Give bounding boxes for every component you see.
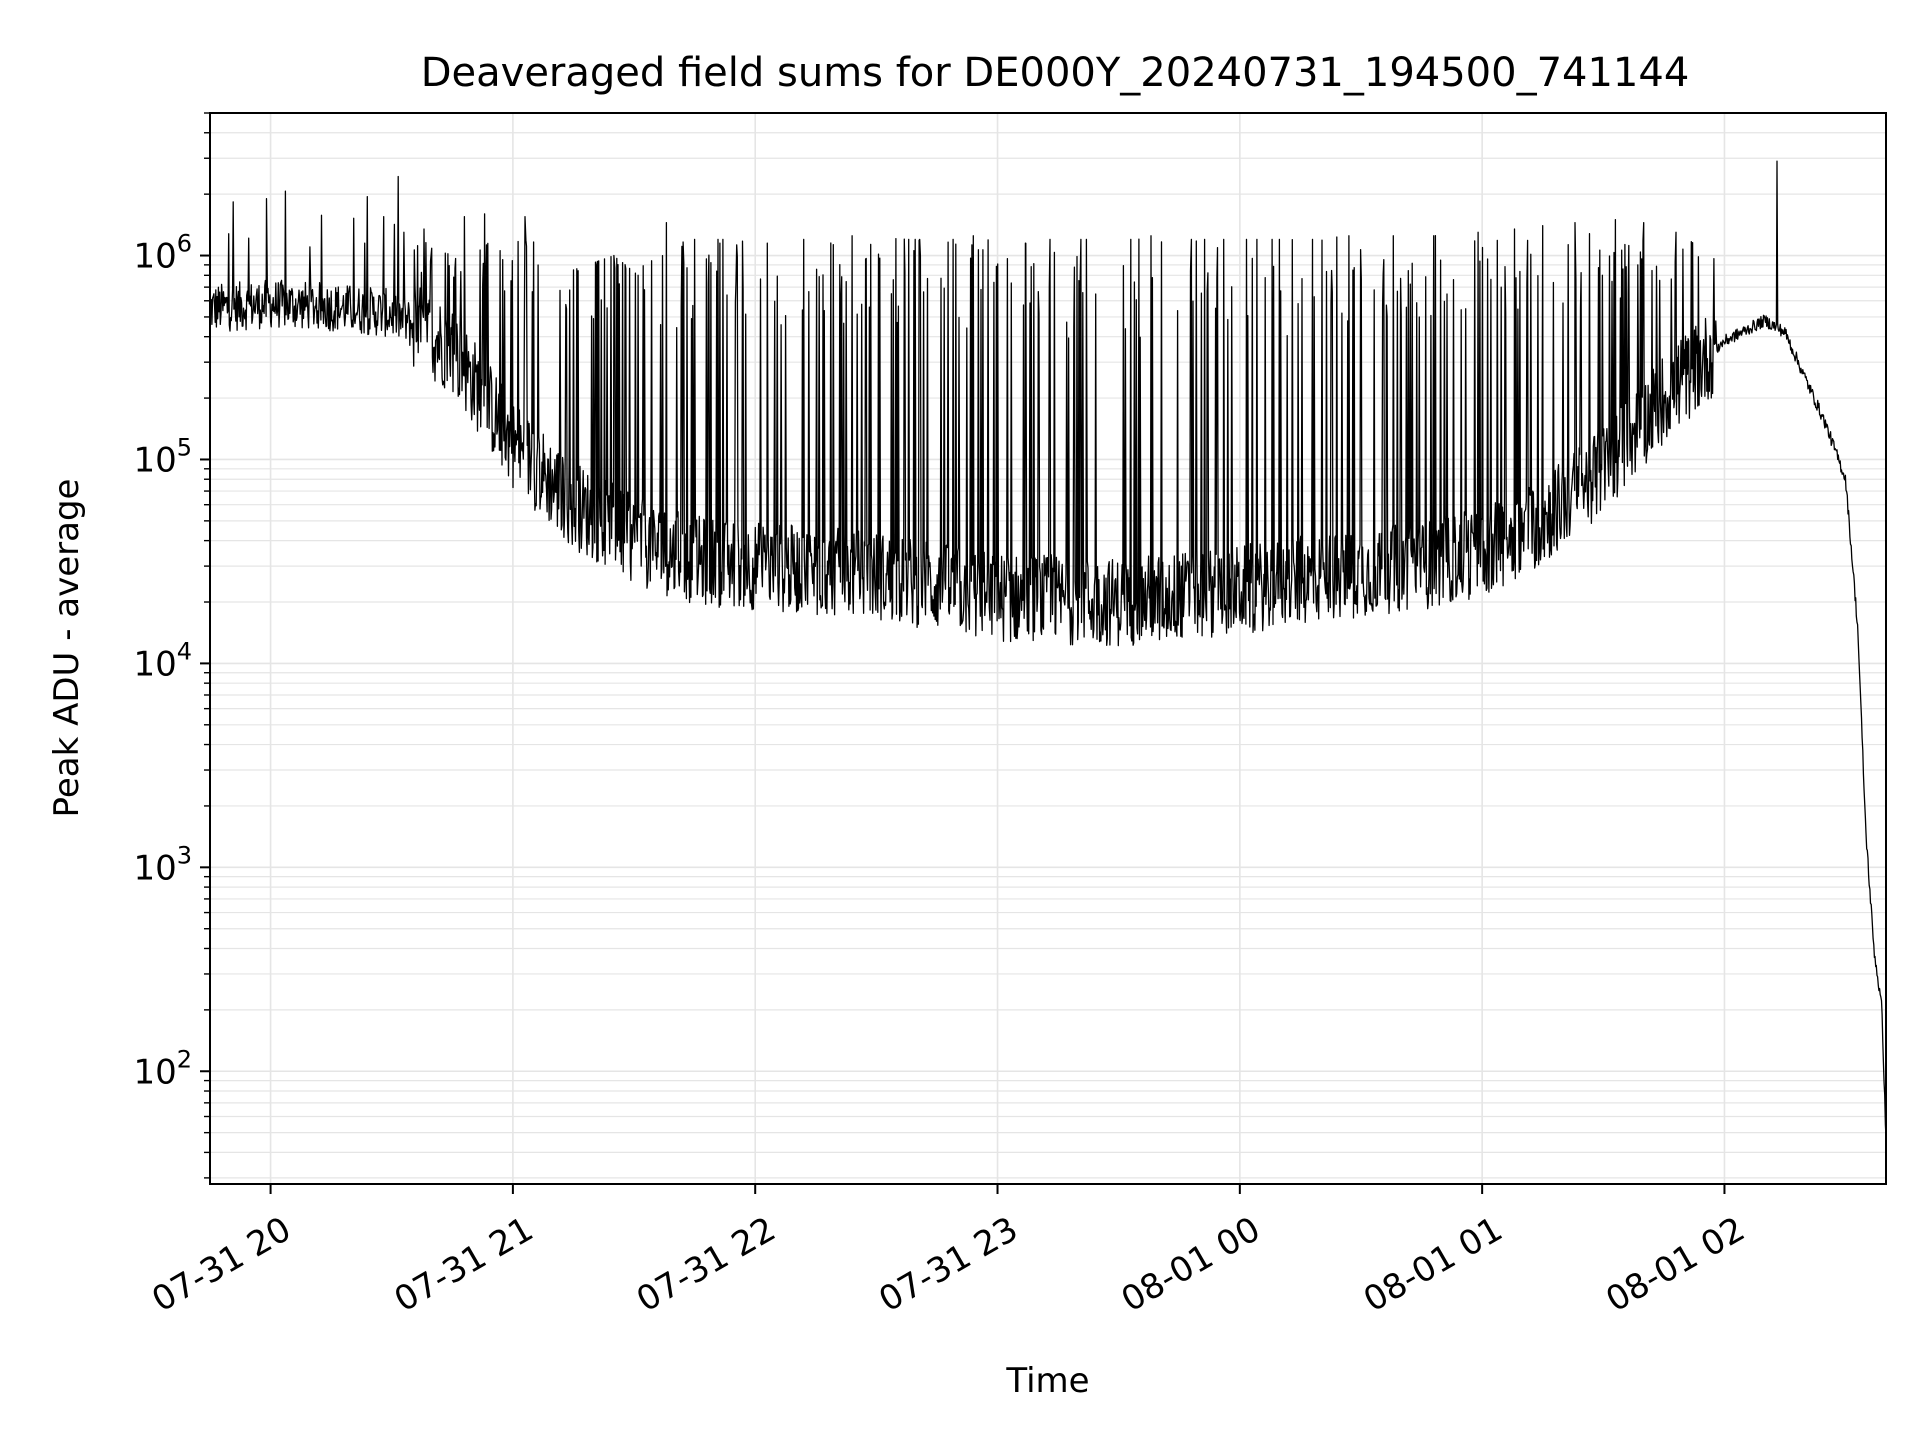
grid: [210, 112, 1886, 1184]
y-tick-label: 102: [133, 1045, 192, 1092]
chart-title: Deaveraged field sums for DE000Y_2024073…: [421, 50, 1690, 96]
y-tick-label: 106: [133, 230, 192, 277]
y-axis-label: Peak ADU - average: [47, 479, 87, 818]
series-line: [209, 160, 1887, 1137]
plot-frame: [209, 112, 1887, 1185]
x-axis-label: Time: [1005, 1361, 1089, 1401]
